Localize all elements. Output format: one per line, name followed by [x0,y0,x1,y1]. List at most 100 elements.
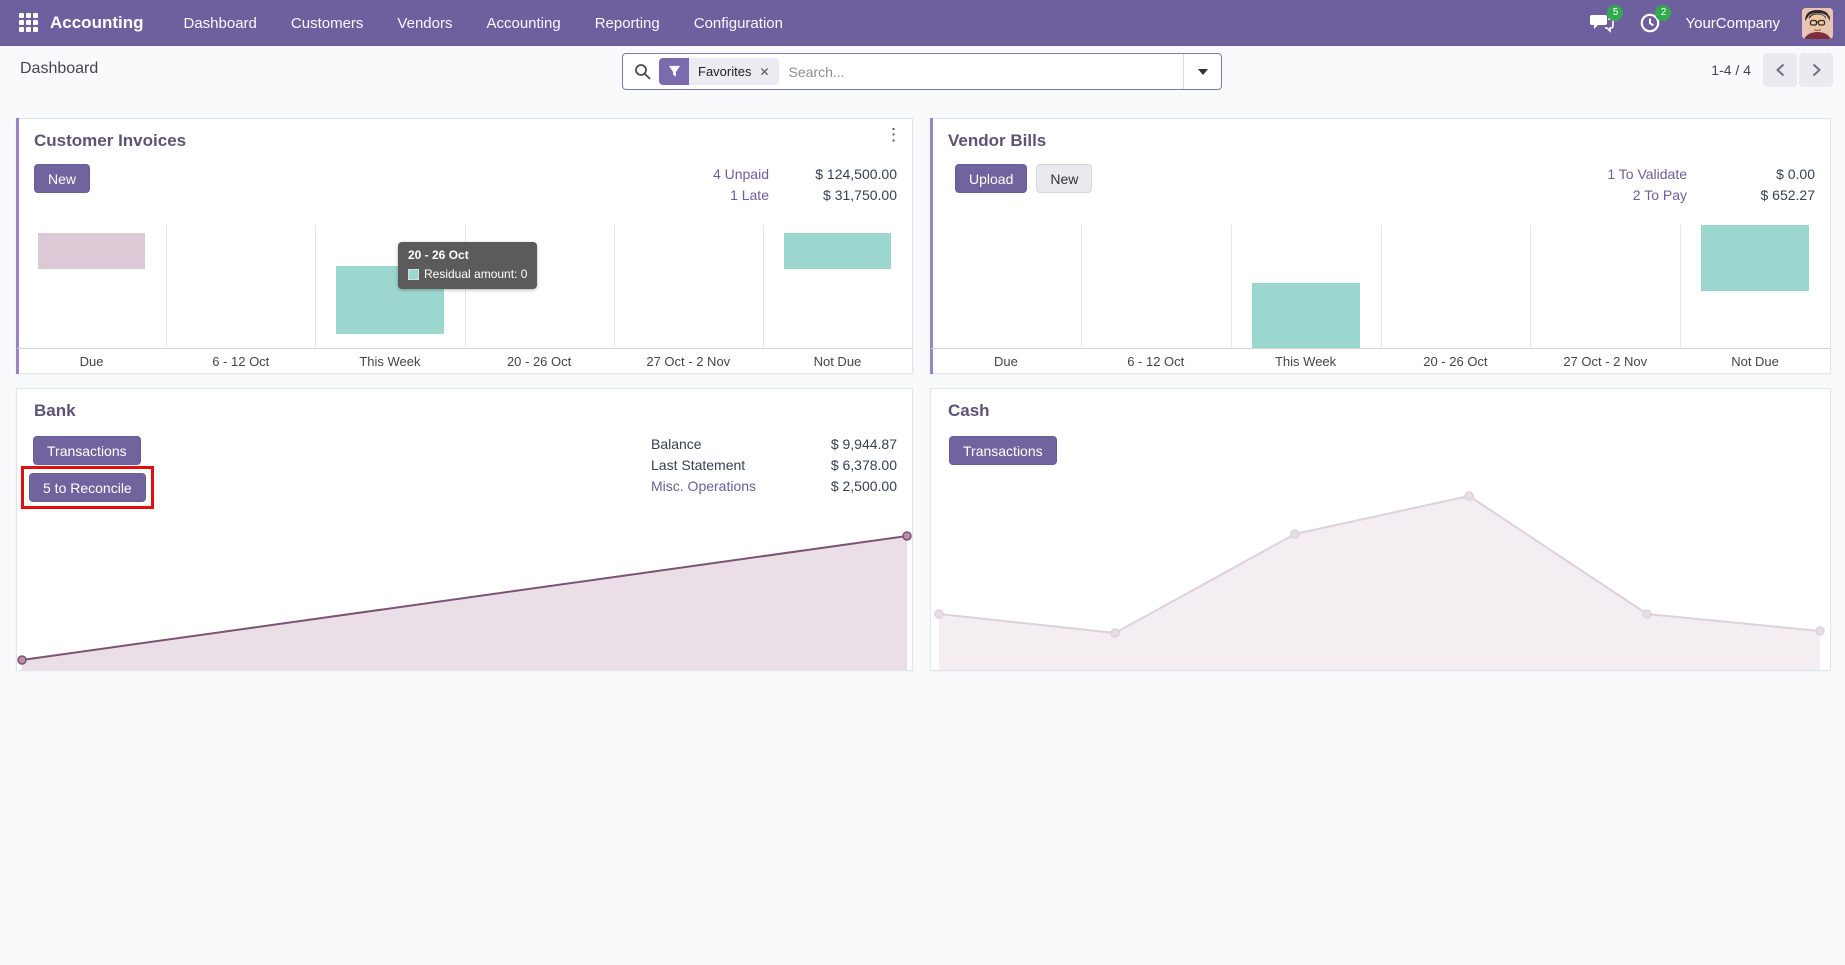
bar-not-due[interactable] [783,232,892,270]
stat-label-2-to-pay[interactable]: 2 To Pay [1632,186,1687,203]
activity-clock-icon [1641,13,1660,33]
axis-label-this-week: This Week [359,354,421,369]
pager-previous-button[interactable] [1763,53,1797,87]
stat-row: 1 Late $ 31,750.00 [665,184,897,205]
axis-label-6-12-oct: 6 - 12 Oct [1127,354,1185,369]
axis-label-20-26-oct: 20 - 26 Oct [506,354,572,369]
axis-label-27-oct-2-nov: 27 Oct - 2 Nov [1563,354,1648,369]
menu-item-accounting[interactable]: Accounting [486,14,561,32]
menu-item-customers[interactable]: Customers [290,14,364,32]
gridline [762,225,764,348]
card-title-vendor-bills[interactable]: Vendor Bills [948,131,1047,150]
stat-value: $ 6,378.00 [830,456,897,473]
main-menu: Dashboard Customers Vendors Accounting Repor… [184,15,783,32]
gridline [1680,225,1682,348]
data-point-marker[interactable] [1642,609,1652,619]
stat-label-1-to-validate[interactable]: 1 To Validate [1607,165,1687,182]
stat-row: Balance $ 9,944.87 [651,433,897,454]
card-title-customer-invoices[interactable]: Customer Invoices [34,131,187,150]
cash-trend-chart[interactable] [931,389,1832,677]
data-point-marker[interactable] [1815,626,1825,636]
apps-grid-icon [19,13,38,32]
tooltip-label: Residual amount: 0 [424,267,528,281]
card-title-cash[interactable]: Cash [948,401,990,420]
stat-label-misc-operations[interactable]: Misc. Operations [651,477,757,494]
app-name[interactable]: Accounting [50,13,144,32]
filter-chip-favorites[interactable]: Favorites ✕ [659,58,779,85]
bank-trend-chart[interactable] [17,389,914,677]
pager: 1-4 / 4 [1711,53,1833,87]
customer-invoices-axis: Due 6 - 12 Oct This Week 20 - 26 Oct 27 Oct … [17,348,912,374]
search-bar[interactable]: Favorites ✕ [622,53,1222,90]
chart-tooltip: 20 - 26 Oct Residual amount: 0 [398,242,538,289]
filter-chip-body: Favorites ✕ [689,58,779,85]
customer-invoices-stats: 4 Unpaid $ 124,500.00 1 Late $ 31,750.00 [665,163,897,205]
messages-button[interactable]: 5 [1589,5,1624,35]
remove-filter-icon[interactable]: ✕ [759,64,770,79]
data-point-marker[interactable] [17,655,27,665]
axis-label-not-due: Not Due [1731,354,1779,369]
gridline [315,225,317,348]
menu-item-dashboard[interactable]: Dashboard [183,14,257,32]
stat-label-last-statement: Last Statement [651,456,746,473]
menu-item-configuration[interactable]: Configuration [693,14,783,32]
tooltip-legend-swatch [408,268,419,280]
stat-value: $ 652.27 [1760,186,1816,203]
stat-row: Last Statement $ 6,378.00 [651,454,897,475]
vendor-bills-bar-chart[interactable] [931,225,1830,348]
navbar-systray: 5 2 YourCompany [1589,5,1833,39]
stat-label-4-unpaid[interactable]: 4 Unpaid [712,165,769,182]
menu-item-reporting[interactable]: Reporting [594,14,660,32]
upload-bill-button[interactable]: Upload [955,164,1028,193]
data-point-marker[interactable] [934,609,944,619]
data-point-marker[interactable] [1290,529,1300,539]
bar-not-due[interactable] [1701,225,1810,292]
gridline [1530,225,1532,348]
filter-chip-label: Favorites [698,64,752,79]
pager-next-button[interactable] [1799,53,1833,87]
axis-label-this-week: This Week [1274,354,1337,369]
axis-label-due: Due [993,354,1018,369]
stat-label-1-late[interactable]: 1 Late [730,186,769,203]
bar-due[interactable] [37,232,146,270]
new-invoice-button[interactable]: New [34,164,91,193]
data-point-marker[interactable] [1110,628,1120,638]
card-title-bank[interactable]: Bank [34,401,76,420]
cash-transactions-button[interactable]: Transactions [949,436,1057,465]
reconcile-button[interactable]: 5 to Reconcile [29,473,146,502]
stat-value: $ 31,750.00 [823,186,897,203]
bank-transactions-button[interactable]: Transactions [33,436,141,465]
search-input[interactable] [778,63,1183,80]
stat-row: 1 To Validate $ 0.00 [1583,163,1815,184]
filter-funnel-icon [659,58,689,85]
chevron-right-icon [1812,63,1821,77]
gridline [1230,225,1232,348]
bar-this-week[interactable] [1251,283,1360,348]
user-avatar[interactable] [1802,7,1833,39]
stat-row: 4 Unpaid $ 124,500.00 [665,163,897,184]
bank-area-fill [22,536,907,670]
menu-item-vendors[interactable]: Vendors [397,14,453,32]
company-switcher[interactable]: YourCompany [1685,14,1780,32]
stat-row: Misc. Operations $ 2,500.00 [651,475,897,496]
messages-count-badge: 5 [1607,5,1624,21]
activities-button[interactable]: 2 [1637,5,1672,35]
axis-label-6-12-oct: 6 - 12 Oct [212,354,270,369]
data-point-marker[interactable] [1464,491,1474,501]
kebab-menu-icon[interactable]: ⋮ [885,125,902,144]
search-dropdown-toggle[interactable] [1183,54,1221,89]
vendor-bills-axis: Due 6 - 12 Oct This Week 20 - 26 Oct 27 Oct … [931,348,1830,374]
card-cash: Cash Transactions [930,388,1831,671]
search-icon [623,63,659,80]
axis-label-not-due: Not Due [813,354,862,369]
breadcrumb-page-title: Dashboard [20,60,99,77]
apps-menu-button[interactable] [12,6,46,40]
data-point-marker[interactable] [902,531,912,541]
new-bill-button[interactable]: New [1036,164,1093,193]
red-highlight-annotation: 5 to Reconcile [21,466,154,509]
activities-count-badge: 2 [1655,5,1672,21]
axis-label-20-26-oct: 20 - 26 Oct [1423,354,1488,369]
pager-range: 1-4 / 4 [1711,62,1751,78]
card-customer-invoices: Customer Invoices ⋮ New 4 Unpaid $ 124,50… [16,118,913,374]
